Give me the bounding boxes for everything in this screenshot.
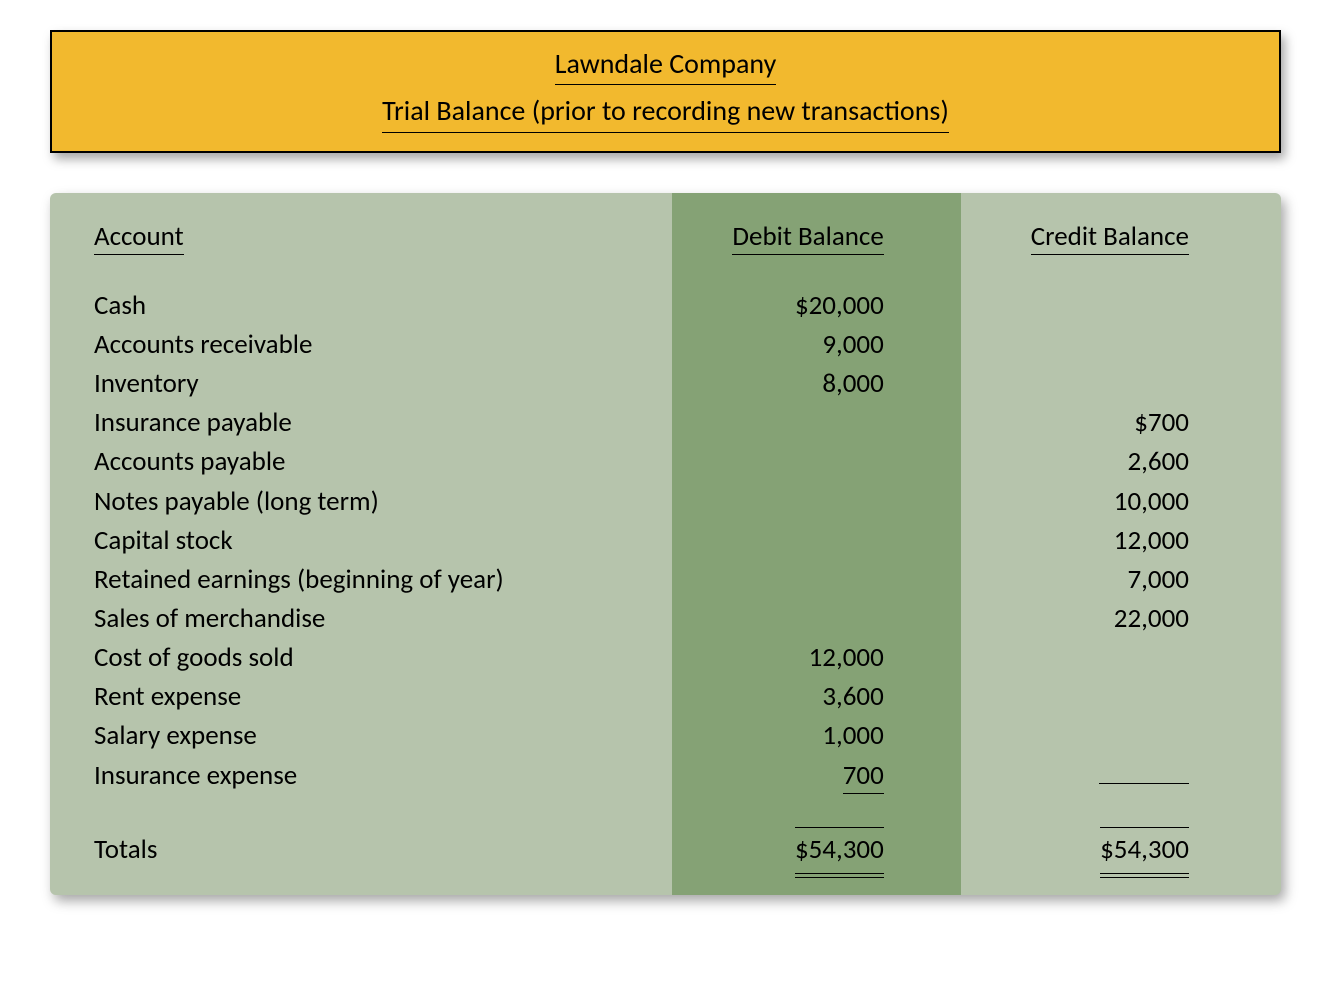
credit-value [940, 756, 1237, 795]
totals-credit: $54,300 [1100, 827, 1189, 869]
account-name: Notes payable (long term) [94, 482, 643, 521]
report-header: Lawndale Company Trial Balance (prior to… [50, 30, 1281, 153]
col-header-credit: Credit Balance [1031, 220, 1189, 255]
credit-value: 2,600 [940, 442, 1237, 481]
col-header-account: Account [94, 220, 184, 255]
totals-debit: $54,300 [795, 827, 884, 869]
account-name: Accounts receivable [94, 325, 643, 364]
table-row: Insurance payable $700 [50, 403, 1281, 442]
account-name: Inventory [94, 364, 643, 403]
account-name: Insurance expense [94, 756, 643, 795]
debit-value: 12,000 [643, 638, 940, 677]
account-name: Salary expense [94, 716, 643, 755]
account-name: Rent expense [94, 677, 643, 716]
table-header-row: Account Debit Balance Credit Balance [50, 217, 1281, 256]
account-name: Accounts payable [94, 442, 643, 481]
table-row: Salary expense1,000 [50, 716, 1281, 755]
table-row: Notes payable (long term) 10,000 [50, 482, 1281, 521]
table-row: Sales of merchandise 22,000 [50, 599, 1281, 638]
table-row: Retained earnings (beginning of year) 7,0… [50, 560, 1281, 599]
debit-value: 8,000 [643, 364, 940, 403]
company-name: Lawndale Company [555, 46, 777, 85]
account-name: Cash [94, 286, 643, 325]
account-name: Capital stock [94, 521, 643, 560]
debit-value: 700 [643, 756, 940, 795]
debit-value: 9,000 [643, 325, 940, 364]
table-row: Accounts payable 2,600 [50, 442, 1281, 481]
account-name: Retained earnings (beginning of year) [94, 560, 643, 599]
table-row: Rent expense3,600 [50, 677, 1281, 716]
table-row: Inventory8,000 [50, 364, 1281, 403]
subtotal-rule [1099, 783, 1189, 784]
debit-value: 3,600 [643, 677, 940, 716]
credit-value: 12,000 [940, 521, 1237, 560]
totals-label: Totals [94, 830, 643, 869]
account-name: Sales of merchandise [94, 599, 643, 638]
table-row: Cash$20,000 [50, 286, 1281, 325]
totals-row: Totals $54,300 $54,300 [50, 827, 1281, 869]
credit-value: 22,000 [940, 599, 1237, 638]
report-subtitle: Trial Balance (prior to recording new tr… [382, 93, 949, 132]
table-row: Capital stock 12,000 [50, 521, 1281, 560]
account-name: Insurance payable [94, 403, 643, 442]
table-row: Cost of goods sold12,000 [50, 638, 1281, 677]
account-name: Cost of goods sold [94, 638, 643, 677]
credit-value: 10,000 [940, 482, 1237, 521]
debit-value: $20,000 [643, 286, 940, 325]
credit-value: 7,000 [940, 560, 1237, 599]
table-row: Insurance expense700 [50, 756, 1281, 795]
table-row: Accounts receivable9,000 [50, 325, 1281, 364]
debit-value: 1,000 [643, 716, 940, 755]
col-header-debit: Debit Balance [732, 220, 883, 255]
trial-balance-table: Account Debit Balance Credit Balance Cas… [50, 193, 1281, 895]
credit-value: $700 [940, 403, 1237, 442]
